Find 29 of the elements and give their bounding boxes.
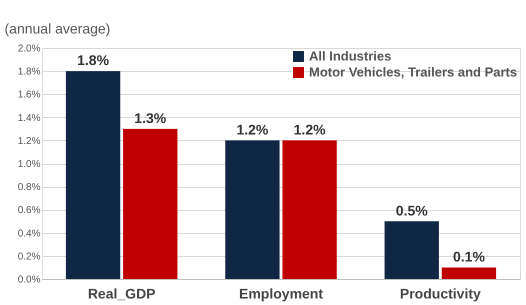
bar [66, 71, 120, 279]
bar [282, 140, 337, 279]
legend-label: All Industries [309, 48, 392, 64]
data-label: 1.8% [77, 52, 110, 68]
y-tick-label: 1.8% [18, 66, 41, 78]
legend-label: Motor Vehicles, Trailers and Parts [309, 64, 518, 80]
y-axis-title: (annual average) [4, 20, 110, 36]
y-tick-label: 1.4% [18, 112, 41, 124]
bar [442, 267, 496, 279]
x-tick-label: Productivity [400, 286, 481, 302]
data-label: 0.5% [396, 202, 428, 218]
y-tick-label: 0.0% [18, 274, 41, 286]
y-tick-label: 2.0% [18, 44, 41, 54]
data-label: 1.2% [294, 121, 326, 138]
x-tick-label: Real_GDP [88, 286, 156, 302]
data-label: 0.1% [452, 248, 486, 264]
y-tick-label: 1.6% [18, 90, 41, 101]
data-label: 1.3% [134, 110, 167, 126]
y-tick-label: 0.8% [18, 182, 41, 194]
data-label: 1.2% [236, 121, 269, 138]
bar [123, 128, 178, 279]
y-tick-label: 1.0% [18, 159, 41, 170]
y-tick-label: 1.2% [18, 136, 41, 147]
bar [384, 221, 439, 279]
y-tick-label: 0.4% [18, 228, 41, 240]
x-tick-label: Employment [238, 286, 324, 302]
y-tick-label: 0.2% [18, 251, 41, 262]
y-tick-label: 0.6% [18, 205, 41, 216]
bar [225, 140, 280, 279]
